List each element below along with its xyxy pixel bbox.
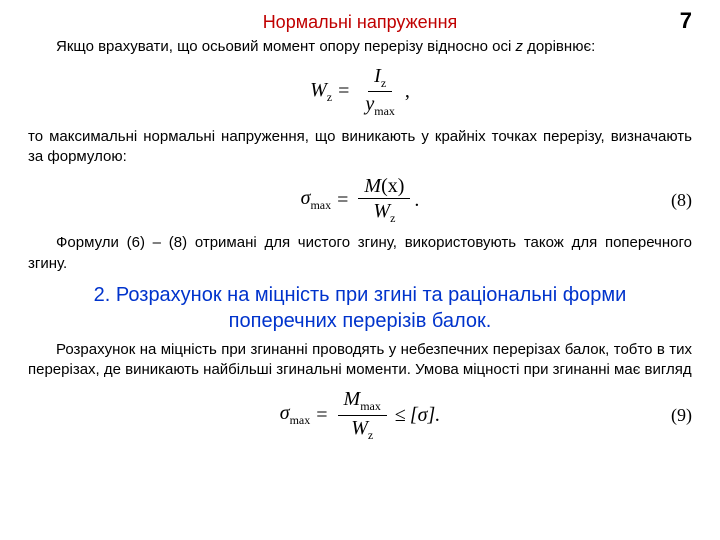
paragraph-1: Якщо врахувати, що осьовий момент опору … [28, 37, 692, 57]
section-title: 2. Розрахунок на міцність при згині та р… [28, 282, 692, 334]
paragraph-2: то максимальні нормальні напруження, що … [28, 127, 692, 168]
formula-2-row: σmax = M(x) Wz . (8) [28, 175, 692, 225]
formula-3-row: σmax = Mmax Wz ≤ [σ]. (9) [28, 388, 692, 441]
axis-z: z [516, 38, 524, 55]
header-title: Нормальні напруження [28, 12, 692, 33]
paragraph-4: Розрахунок на міцність при згинанні пров… [28, 340, 692, 381]
paragraph-3: Формули (6) – (8) отримані для чистого з… [28, 233, 692, 274]
page-number: 7 [680, 8, 692, 34]
formula-1-row: Wz = Iz ymax , [28, 65, 692, 118]
formula-3-label: (9) [671, 405, 692, 426]
formula-2-label: (8) [671, 190, 692, 211]
formula-1: Wz = Iz ymax , [310, 65, 410, 118]
formula-3: σmax = Mmax Wz ≤ [σ]. [280, 388, 441, 441]
formula-2: σmax = M(x) Wz . [301, 175, 420, 225]
